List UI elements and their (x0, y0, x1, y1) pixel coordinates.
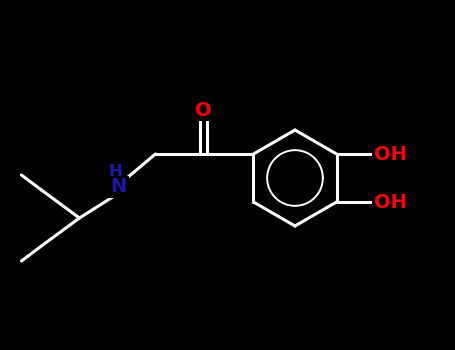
Text: O: O (195, 100, 212, 119)
Text: H: H (108, 163, 122, 181)
Text: OH: OH (374, 145, 407, 163)
Text: N: N (110, 177, 126, 196)
Text: OH: OH (374, 193, 407, 211)
